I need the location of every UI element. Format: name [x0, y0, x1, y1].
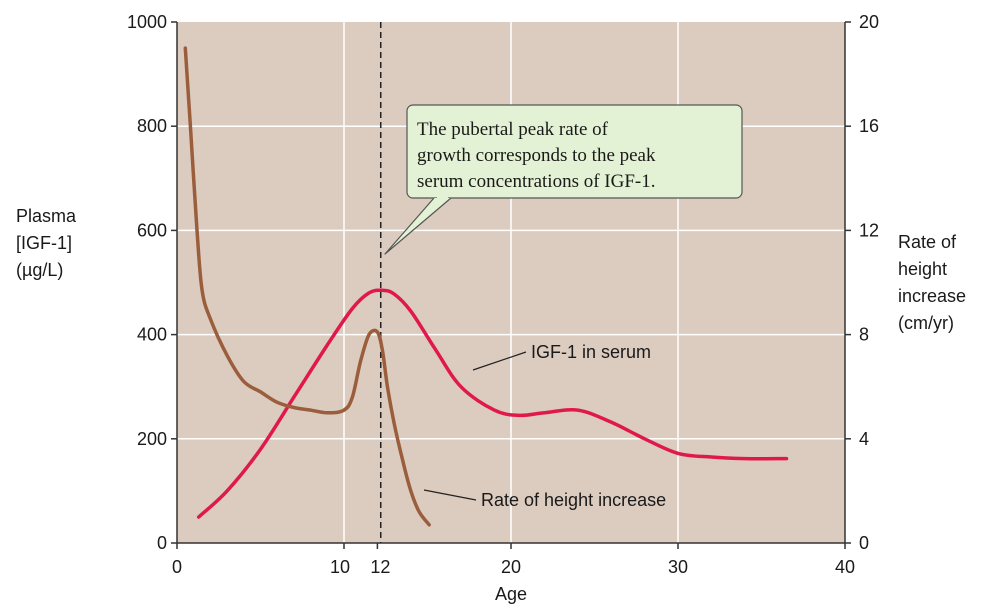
callout-text-line: The pubertal peak rate of	[417, 119, 609, 140]
x-tick-label: 10	[330, 557, 350, 577]
y-right-axis-title: Rate of	[898, 232, 957, 252]
y-left-tick-label: 800	[137, 116, 167, 136]
data-series	[183, 46, 789, 527]
callout-text-line: serum concentrations of IGF-1.	[417, 171, 656, 192]
y-right-tick-label: 4	[859, 429, 869, 449]
y-right-tick-label: 16	[859, 116, 879, 136]
y-right-tick-label: 0	[859, 533, 869, 553]
x-tick-label: 12	[370, 557, 390, 577]
y-right-tick-label: 8	[859, 325, 869, 345]
height-curve-label: Rate of height increase	[481, 490, 666, 510]
callout-box	[406, 104, 743, 199]
y-left-axis-title: (µg/L)	[16, 260, 63, 280]
igf1-curve-label: IGF-1 in serum	[531, 342, 651, 362]
igf1-leader-line	[472, 351, 527, 371]
y-left-tick-label: 0	[157, 533, 167, 553]
x-tick-label: 30	[668, 557, 688, 577]
x-tick-label: 40	[835, 557, 855, 577]
igf1-serum-line	[196, 288, 789, 519]
y-left-axis-title: [IGF-1]	[16, 233, 72, 253]
x-tick-label: 0	[172, 557, 182, 577]
callout: The pubertal peak rate of growth correspo…	[384, 104, 743, 255]
x-axis-title: Age	[495, 584, 527, 604]
y-left-axis-title: Plasma	[16, 206, 77, 226]
y-left-tick-label: 200	[137, 429, 167, 449]
y-right-axis-title: (cm/yr)	[898, 313, 954, 333]
y-right-tick-label: 12	[859, 220, 879, 240]
callout-pointer	[384, 197, 452, 255]
y-left-tick-label: 600	[137, 220, 167, 240]
height-rate-line	[183, 46, 431, 527]
callout-text-line: growth corresponds to the peak	[417, 145, 656, 166]
y-right-axis-title: increase	[898, 286, 966, 306]
y-left-tick-label: 1000	[127, 12, 167, 32]
y-left-tick-label: 400	[137, 325, 167, 345]
height-leader-line	[423, 489, 477, 501]
x-tick-label: 20	[501, 557, 521, 577]
y-right-axis-title: height	[898, 259, 947, 279]
y-right-tick-label: 20	[859, 12, 879, 32]
chart-labels: Age Plasma [IGF-1] (µg/L) Rate of height incre…	[16, 206, 966, 604]
